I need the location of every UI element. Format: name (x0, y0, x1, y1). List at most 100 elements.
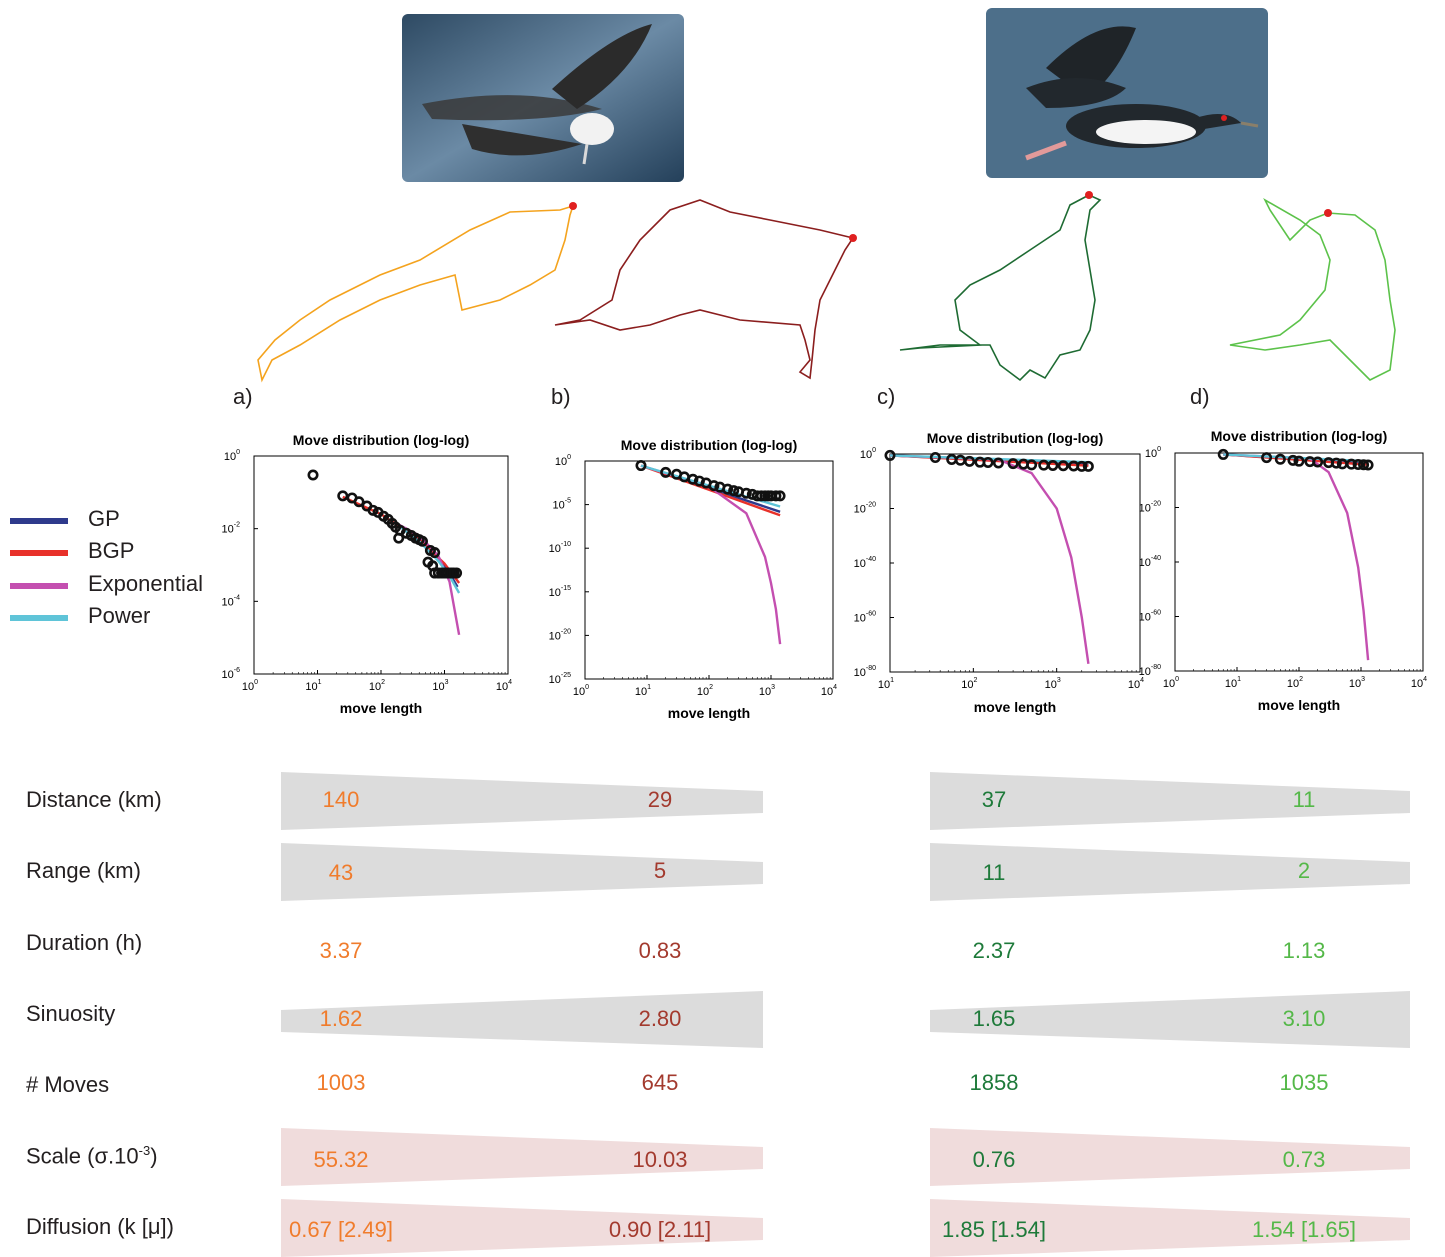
stat-label-text: Sinuosity (26, 1001, 116, 1026)
track-d-start (1324, 209, 1332, 217)
stat-label-text: Range (km) (26, 858, 141, 883)
data-point (1007, 458, 1019, 470)
track-d (1229, 197, 1396, 381)
data-point (929, 452, 941, 464)
chart-title: Move distribution (log-log) (293, 432, 470, 448)
stat-label: Scale (σ.10-3) (26, 1143, 158, 1169)
x-tick-label: 104 (1128, 677, 1144, 691)
stat-value: 1858 (969, 1070, 1019, 1095)
x-tick-label: 102 (697, 684, 713, 698)
x-axis-label: move length (340, 700, 422, 716)
chart-1: Move distribution (log-log) move length 10… (222, 432, 513, 716)
data-point (393, 532, 405, 544)
x-tick-label: 101 (878, 677, 894, 691)
data-point (1345, 458, 1357, 470)
trend-wedge (930, 1199, 1410, 1257)
chart-4: Move distribution (log-log) move length 10… (1139, 428, 1428, 713)
legend-label-gp: GP (88, 506, 120, 531)
data-point (722, 483, 734, 495)
x-tick-label: 100 (242, 679, 258, 693)
stat-value: 1.62 (319, 1006, 363, 1031)
data-point (728, 485, 740, 497)
x-tick-label: 103 (1349, 676, 1365, 690)
gannet-photo (402, 14, 684, 182)
plot-frame (253, 455, 509, 675)
stat-value: 3.10 (1282, 1006, 1326, 1031)
legend-swatch-bgp (10, 550, 68, 556)
trend-wedge (281, 1128, 763, 1186)
stat-value: 2.80 (638, 1006, 682, 1031)
data-point (884, 449, 896, 461)
track-b (554, 199, 855, 380)
cormorant-photo (986, 8, 1268, 178)
x-tick-label: 102 (369, 679, 385, 693)
panel-label-d: d) (1190, 384, 1210, 409)
data-point (353, 496, 365, 508)
data-point (635, 460, 647, 472)
stat-value: 0.67 [2.49] (289, 1217, 393, 1242)
data-point (1362, 459, 1374, 471)
stat-label: Range (km) (26, 858, 141, 884)
trend-wedge (930, 772, 1410, 830)
x-tick-label: 100 (573, 684, 589, 698)
data-point (740, 487, 752, 499)
chart-title: Move distribution (log-log) (621, 437, 798, 453)
data-point (964, 455, 976, 467)
data-point (660, 466, 672, 478)
foraging-tracks (257, 191, 1396, 383)
x-tick-label: 103 (759, 684, 775, 698)
stat-value: 0.83 (638, 938, 682, 963)
data-point (1026, 459, 1038, 471)
stat-label: Duration (h) (26, 930, 142, 956)
x-tick-label: 104 (496, 679, 512, 693)
stat-value: 43 (328, 860, 354, 885)
stat-label-sup: -3 (138, 1143, 151, 1158)
data-point (1358, 459, 1370, 471)
panel-label-b: b) (551, 384, 571, 409)
stat-value: 5 (653, 858, 667, 883)
x-tick-label: 102 (1287, 676, 1303, 690)
plot-frame (1174, 452, 1424, 672)
data-point (1217, 448, 1229, 460)
stat-value: 0.73 (1282, 1147, 1326, 1172)
stat-value: 1.54 [1.65] (1252, 1217, 1356, 1242)
stat-value: 0.76 (972, 1147, 1016, 1172)
chart-title: Move distribution (log-log) (927, 430, 1104, 446)
chart-title: Move distribution (log-log) (1211, 428, 1388, 444)
plot-frame (889, 453, 1141, 673)
stat-label-text: Diffusion (k [μ]) (26, 1214, 174, 1239)
stat-value: 140 (322, 787, 360, 812)
legend-swatch-gp (10, 518, 68, 524)
data-point (770, 490, 782, 502)
stat-label-text: Scale (σ.10 (26, 1143, 139, 1169)
data-point (1352, 459, 1364, 471)
trend-wedge (281, 772, 763, 830)
stat-value: 1.65 (972, 1006, 1016, 1031)
x-tick-label: 104 (1411, 676, 1427, 690)
trend-wedge (281, 991, 763, 1048)
data-point (429, 567, 441, 579)
x-axis-label: move length (668, 705, 750, 721)
chart-3: Move distribution (log-log) move length 10… (854, 430, 1145, 715)
stat-label-text: # Moves (26, 1072, 110, 1097)
x-tick-label: 104 (821, 684, 837, 698)
trend-wedge (930, 1128, 1410, 1186)
data-point (1082, 460, 1094, 472)
legend-label-exponential: Exponential (88, 571, 203, 596)
track-a-start (569, 202, 577, 210)
stat-value: 11 (982, 860, 1006, 885)
stat-value: 1.85 [1.54] (942, 1217, 1046, 1242)
trend-wedge (930, 991, 1410, 1048)
legend-label-bgp: BGP (88, 538, 135, 563)
data-point (982, 456, 994, 468)
legend-swatch-exponential (10, 583, 68, 589)
stat-value: 645 (641, 1070, 679, 1095)
stat-value: 3.37 (319, 938, 363, 963)
stat-label-text: Duration (h) (26, 930, 143, 955)
data-point (1047, 460, 1059, 472)
data-point (429, 547, 441, 559)
panel-label-a: a) (233, 384, 253, 409)
legend-swatch-power (10, 615, 68, 621)
plot-frame (584, 460, 834, 680)
stat-value: 1.13 (1282, 938, 1326, 963)
